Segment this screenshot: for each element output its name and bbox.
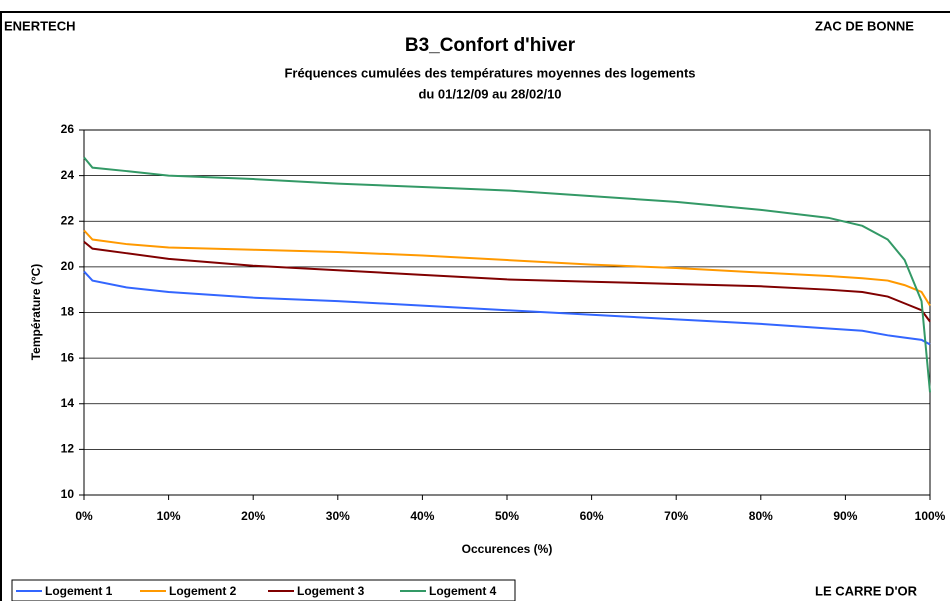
x-axis-label: Occurences (%): [462, 542, 553, 556]
x-tick-label: 60%: [580, 509, 604, 523]
legend-label: Logement 1: [45, 584, 113, 598]
chart-subtitle: Fréquences cumulées des températures moy…: [284, 65, 695, 80]
legend-label: Logement 2: [169, 584, 237, 598]
x-tick-label: 50%: [495, 509, 519, 523]
y-tick-label: 20: [61, 259, 75, 273]
series-line: [83, 156, 931, 393]
header-right: ZAC DE BONNE: [815, 18, 914, 33]
x-tick-label: 80%: [749, 509, 773, 523]
y-tick-label: 26: [61, 122, 75, 136]
legend-label: Logement 4: [429, 584, 497, 598]
frame: [0, 11, 950, 601]
footer-right: LE CARRE D'OR: [815, 583, 918, 598]
legend-label: Logement 3: [297, 584, 365, 598]
x-tick-label: 0%: [75, 509, 93, 523]
y-tick-label: 16: [61, 350, 75, 364]
legend-box: [11, 579, 516, 601]
y-tick-label: 12: [61, 442, 75, 456]
x-tick-label: 40%: [410, 509, 434, 523]
y-tick-label: 22: [61, 213, 75, 227]
header-left: ENERTECH: [4, 18, 76, 33]
chart-subtitle: du 01/12/09 au 28/02/10: [418, 86, 561, 101]
x-tick-label: 20%: [241, 509, 265, 523]
y-tick-label: 18: [61, 305, 75, 319]
y-tick-label: 24: [61, 168, 75, 182]
series-line: [83, 229, 931, 307]
y-axis-label: Température (°C): [29, 264, 43, 361]
series-line: [83, 241, 931, 323]
x-tick-label: 90%: [833, 509, 857, 523]
y-tick-label: 10: [61, 487, 75, 501]
y-tick-label: 14: [61, 396, 75, 410]
x-tick-label: 100%: [915, 509, 946, 523]
x-tick-label: 10%: [157, 509, 181, 523]
x-tick-label: 30%: [326, 509, 350, 523]
chart-title: B3_Confort d'hiver: [405, 35, 576, 56]
plot-area: [83, 129, 931, 496]
series-line: [83, 270, 931, 346]
x-tick-label: 70%: [664, 509, 688, 523]
